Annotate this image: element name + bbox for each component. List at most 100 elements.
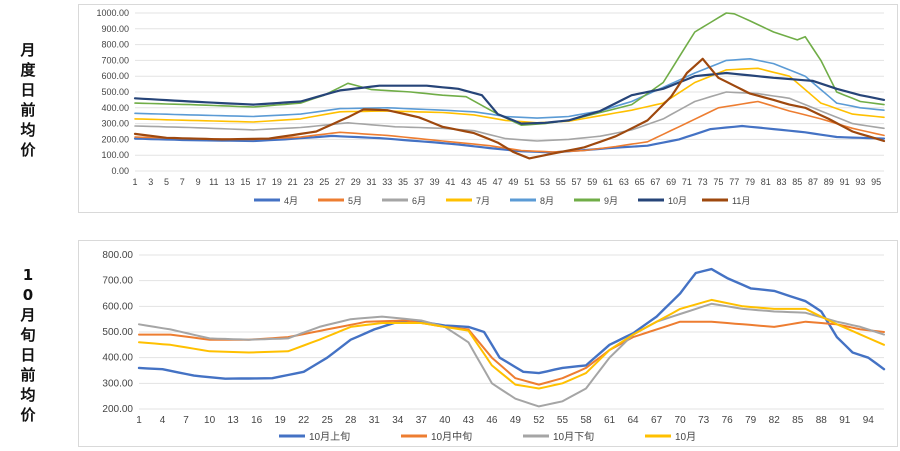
side-label-char: 日 xyxy=(20,81,36,99)
y-tick-label: 300.00 xyxy=(101,119,129,129)
y-tick-label: 500.00 xyxy=(102,327,133,338)
x-tick-label: 71 xyxy=(682,177,692,187)
side-label-char: 0 xyxy=(22,286,34,304)
legend-label: 7月 xyxy=(476,196,490,206)
legend-label: 9月 xyxy=(604,196,618,206)
y-tick-label: 500.00 xyxy=(101,87,129,97)
series-line xyxy=(138,298,885,390)
side-label-char: 前 xyxy=(20,366,36,384)
x-tick-label: 40 xyxy=(439,415,451,426)
x-tick-label: 15 xyxy=(240,177,250,187)
side-label-october: 1 0 月旬日前均价 xyxy=(14,265,42,425)
y-tick-label: 600.00 xyxy=(101,71,129,81)
side-label-char: 前 xyxy=(20,101,36,119)
x-tick-label: 49 xyxy=(508,177,518,187)
x-tick-label: 27 xyxy=(335,177,345,187)
line-chart-monthly: 0.00 100.00 200.00 300.00 400.00 500.00 600.00… xyxy=(96,8,886,206)
side-label-char: 1 xyxy=(22,266,34,284)
x-tick-label: 53 xyxy=(540,177,550,187)
x-tick-label: 33 xyxy=(382,177,392,187)
line-chart-october: 200.00 300.00 400.00 500.00 600.00 700.00 800.… xyxy=(102,250,886,443)
x-tick-label: 16 xyxy=(251,415,263,426)
x-tick-label: 76 xyxy=(722,415,734,426)
x-tick-label: 37 xyxy=(416,415,428,426)
x-tick-label: 19 xyxy=(275,415,287,426)
x-tick-label: 11 xyxy=(209,177,218,187)
x-tick-label: 91 xyxy=(839,415,851,426)
series-line xyxy=(133,57,886,160)
series-line xyxy=(134,67,885,124)
x-tick-label: 28 xyxy=(345,415,357,426)
y-tick-label: 1000.00 xyxy=(96,8,129,18)
x-tick-label: 70 xyxy=(675,415,687,426)
x-tick-label: 83 xyxy=(776,177,786,187)
x-tick-label: 43 xyxy=(461,177,471,187)
x-tick-label: 91 xyxy=(840,177,850,187)
x-tick-label: 73 xyxy=(698,177,708,187)
x-tick-label: 81 xyxy=(761,177,771,187)
x-tick-label: 41 xyxy=(445,177,455,187)
x-tick-label: 77 xyxy=(729,177,739,187)
x-tick-label: 35 xyxy=(398,177,408,187)
x-tick-label: 31 xyxy=(369,415,381,426)
x-tick-label: 29 xyxy=(351,177,361,187)
series-line xyxy=(133,71,886,125)
x-tick-label: 7 xyxy=(180,177,185,187)
x-tick-label: 19 xyxy=(272,177,282,187)
x-tick-label: 25 xyxy=(319,177,329,187)
x-tick-label: 52 xyxy=(533,415,545,426)
chart-panel-october: 200.00 300.00 400.00 500.00 600.00 700.00 800.… xyxy=(78,240,898,447)
series-line xyxy=(134,91,885,142)
x-tick-label: 67 xyxy=(650,177,660,187)
x-tick-label: 7 xyxy=(183,415,189,426)
x-tick-label: 69 xyxy=(666,177,676,187)
side-label-char: 度 xyxy=(20,61,36,79)
x-tick-label: 45 xyxy=(477,177,487,187)
x-tick-label: 88 xyxy=(816,415,828,426)
y-tick-label: 300.00 xyxy=(102,378,133,389)
x-tick-label: 23 xyxy=(303,177,313,187)
x-tick-label: 89 xyxy=(824,177,834,187)
side-label-char: 月 xyxy=(20,41,36,59)
x-tick-label: 5 xyxy=(164,177,169,187)
side-label-char: 旬 xyxy=(20,326,36,344)
x-tick-label: 64 xyxy=(627,415,639,426)
x-tick-label: 57 xyxy=(572,177,582,187)
chart-panel-monthly: 0.00 100.00 200.00 300.00 400.00 500.00 600.00… xyxy=(78,4,898,213)
y-tick-label: 400.00 xyxy=(101,103,129,113)
legend-label: 11月 xyxy=(732,196,750,206)
x-tick-label: 79 xyxy=(745,415,757,426)
series-line xyxy=(134,12,885,126)
side-label-char: 日 xyxy=(20,346,36,364)
x-tick-label: 49 xyxy=(510,415,522,426)
y-tick-label: 200.00 xyxy=(101,134,129,144)
x-tick-label: 93 xyxy=(855,177,865,187)
x-tick-label: 51 xyxy=(524,177,534,187)
x-tick-label: 79 xyxy=(745,177,755,187)
x-tick-label: 39 xyxy=(430,177,440,187)
x-tick-label: 21 xyxy=(288,177,298,187)
legend-label: 8月 xyxy=(540,196,554,206)
side-label-char: 均 xyxy=(20,121,36,139)
x-tick-label: 22 xyxy=(298,415,310,426)
series-line xyxy=(138,302,885,408)
x-tick-label: 87 xyxy=(808,177,818,187)
x-tick-label: 34 xyxy=(392,415,404,426)
x-tick-label: 31 xyxy=(367,177,377,187)
y-tick-label: 800.00 xyxy=(102,250,133,261)
y-tick-label: 100.00 xyxy=(101,150,129,160)
x-tick-label: 67 xyxy=(651,415,663,426)
y-tick-label: 200.00 xyxy=(102,404,133,415)
x-tick-label: 94 xyxy=(863,415,875,426)
series-line xyxy=(137,267,886,380)
legend-label: 10月下旬 xyxy=(553,430,594,443)
x-tick-label: 9 xyxy=(196,177,201,187)
legend-label: 10月上旬 xyxy=(309,430,350,443)
y-tick-label: 800.00 xyxy=(101,40,129,50)
y-tick-label: 600.00 xyxy=(102,301,133,312)
y-tick-label: 400.00 xyxy=(102,353,133,364)
side-label-char: 价 xyxy=(20,141,36,159)
y-tick-label: 700.00 xyxy=(102,276,133,287)
series-line xyxy=(134,100,885,153)
x-tick-label: 46 xyxy=(486,415,498,426)
